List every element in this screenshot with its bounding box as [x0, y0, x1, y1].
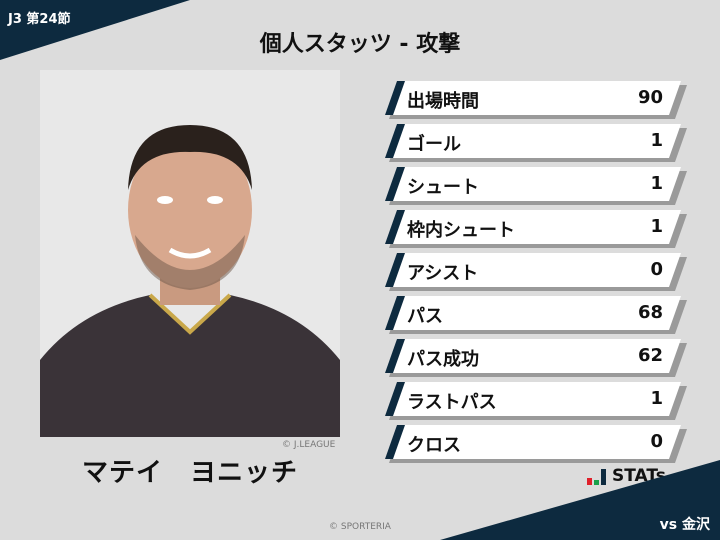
stat-value: 0 [650, 259, 663, 280]
stat-label: パス成功 [407, 349, 479, 370]
logo-bar-navy [601, 469, 606, 485]
stat-value: 1 [650, 173, 663, 194]
stat-row: アシスト 0 [385, 253, 687, 287]
copyright: © SPORTERIA [329, 522, 391, 532]
logo-bar-red [587, 478, 592, 485]
stat-value: 68 [637, 302, 663, 323]
stat-row: クロス 0 [385, 425, 687, 459]
stat-row: パス成功 62 [385, 339, 687, 373]
stat-value: 90 [637, 87, 663, 108]
stat-value: 1 [650, 388, 663, 409]
photo-credit: © J.LEAGUE [282, 440, 336, 450]
stat-row: ラストパス 1 [385, 382, 687, 416]
stat-value: 62 [637, 345, 663, 366]
stat-value: 1 [650, 216, 663, 237]
stat-row: パス 68 [385, 296, 687, 330]
page-title: 個人スタッツ - 攻撃 [259, 32, 461, 57]
stat-value: 1 [650, 130, 663, 151]
logo-bar-green [594, 480, 599, 485]
stat-label: クロス [407, 435, 461, 456]
round-label: J3 第24節 [8, 12, 71, 27]
stat-label: ラストパス [407, 392, 497, 413]
player-photo [40, 70, 340, 437]
stat-row: 出場時間 90 [385, 81, 687, 115]
opponent-label: vs 金沢 [659, 517, 710, 533]
stat-label: アシスト [407, 263, 479, 284]
player-name: マテイ ヨニッチ [81, 458, 298, 488]
stat-value: 0 [650, 431, 663, 452]
stat-label: 出場時間 [407, 91, 479, 112]
stat-row: 枠内シュート 1 [385, 210, 687, 244]
stat-row: シュート 1 [385, 167, 687, 201]
stat-label: パス [407, 306, 443, 327]
stat-label: ゴール [407, 134, 461, 155]
stats-list: 出場時間 90 ゴール 1 シュート 1 枠内シュート 1 アシスト 0 パス 68 パス成… [385, 81, 687, 468]
stat-label: 枠内シュート [407, 220, 515, 241]
stat-label: シュート [407, 177, 479, 198]
stat-row: ゴール 1 [385, 124, 687, 158]
